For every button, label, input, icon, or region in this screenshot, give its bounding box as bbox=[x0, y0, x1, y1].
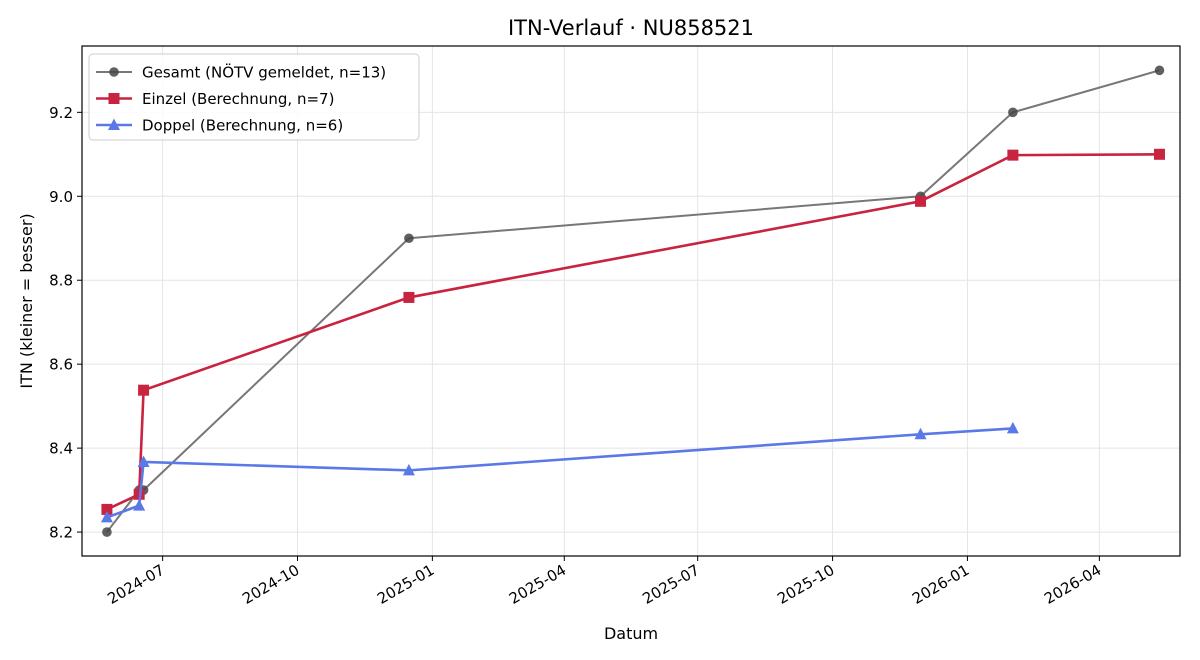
legend: Gesamt (NÖTV gemeldet, n=13) Einzel (Bere… bbox=[88, 53, 420, 141]
data-point bbox=[100, 510, 113, 523]
data-point bbox=[1153, 148, 1165, 160]
data-point bbox=[1154, 65, 1165, 76]
chart-title: ITN-Verlauf · NU858521 bbox=[508, 16, 754, 40]
x-axis-label: Datum bbox=[604, 624, 658, 643]
legend-marker bbox=[109, 67, 119, 77]
data-point bbox=[915, 195, 927, 207]
series-triangle bbox=[100, 421, 1019, 523]
y-axis-label: ITN (kleiner = besser) bbox=[17, 213, 36, 388]
series-lines bbox=[100, 65, 1165, 537]
data-point bbox=[403, 291, 415, 303]
legend-marker bbox=[108, 118, 120, 130]
data-point bbox=[102, 527, 112, 537]
data-point bbox=[1007, 149, 1019, 161]
plot-frame bbox=[81, 45, 1181, 557]
legend-marker bbox=[108, 93, 120, 104]
data-point bbox=[402, 463, 415, 476]
series-line bbox=[106, 427, 1013, 519]
y-tick-label: 8.8 bbox=[49, 272, 73, 290]
data-point bbox=[101, 503, 113, 515]
legend-label: Einzel (Berechnung, n=7) bbox=[142, 90, 334, 108]
legend-label: Doppel (Berechnung, n=6) bbox=[142, 117, 343, 135]
data-point bbox=[1006, 421, 1019, 434]
y-tick-label: 9.0 bbox=[49, 188, 73, 206]
data-point bbox=[1008, 107, 1018, 118]
data-point bbox=[914, 427, 927, 440]
legend-box bbox=[88, 53, 420, 141]
y-tick-label: 8.2 bbox=[49, 524, 73, 542]
y-tick-label: 8.6 bbox=[49, 356, 73, 374]
data-point bbox=[137, 455, 150, 467]
data-point bbox=[138, 384, 150, 396]
y-tick-label: 8.4 bbox=[49, 440, 73, 458]
data-point bbox=[133, 499, 146, 511]
y-axis-ticks: 8.2 8.4 8.6 8.8 9.0 9.2 bbox=[49, 104, 82, 542]
legend-label: Gesamt (NÖTV gemeldet, n=13) bbox=[142, 63, 386, 82]
y-tick-label: 9.2 bbox=[49, 104, 73, 122]
data-point bbox=[404, 233, 414, 244]
